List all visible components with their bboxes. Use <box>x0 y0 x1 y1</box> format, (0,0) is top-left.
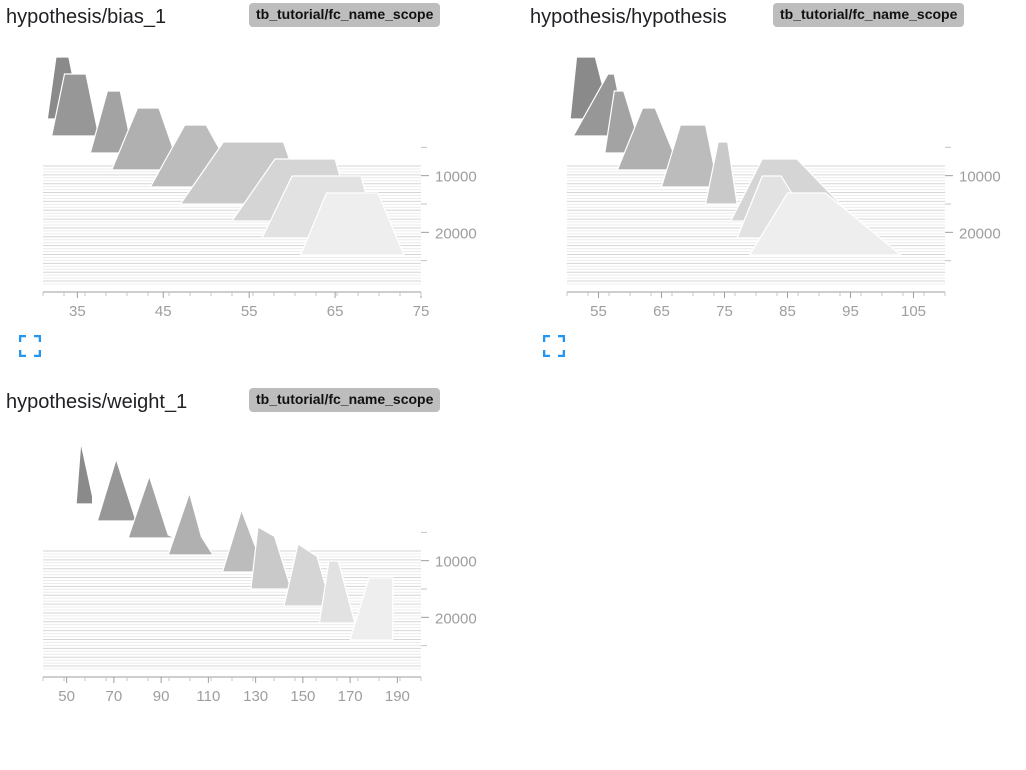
histogram-ridge <box>96 456 136 522</box>
x-tick-label: 90 <box>153 688 170 705</box>
x-tick-label: 55 <box>590 303 607 320</box>
x-tick-label: 75 <box>716 303 733 320</box>
step-axis: 10000 20000 <box>945 146 1001 262</box>
histogram-plot[interactable]: 50 70 90 110 130 150 170 190 10000 20000 <box>0 385 500 705</box>
step-axis: 10000 20000 <box>421 531 477 647</box>
histogram-ridge <box>349 577 394 641</box>
histogram-ridge <box>250 526 292 590</box>
histogram-ridge <box>127 474 176 539</box>
x-tick-label: 45 <box>155 303 172 320</box>
x-tick-label: 150 <box>290 688 315 705</box>
step-tick-label: 10000 <box>435 169 477 186</box>
run-badge: tb_tutorial/fc_name_scope <box>773 3 965 27</box>
histogram-ridge <box>75 441 94 505</box>
fullscreen-expand-icon <box>542 334 566 358</box>
x-tick-label: 50 <box>58 688 75 705</box>
fullscreen-expand-icon <box>18 334 42 358</box>
x-tick-label: 65 <box>327 303 344 320</box>
step-tick-label: 20000 <box>959 225 1001 242</box>
histogram-ridge <box>660 124 719 188</box>
histogram-ridge <box>167 490 215 556</box>
step-tick-label: 20000 <box>435 225 477 242</box>
histogram-plot[interactable]: 35 45 55 65 75 10000 20000 <box>0 0 500 330</box>
x-tick-label: 110 <box>196 688 220 705</box>
histogram-ridge <box>50 73 100 137</box>
x-axis: 55 65 75 85 95 105 <box>566 291 946 320</box>
chart-title: hypothesis/hypothesis <box>530 6 727 28</box>
x-tick-label: 105 <box>901 303 926 320</box>
histogram-ridge <box>748 192 903 256</box>
x-tick-label: 55 <box>241 303 258 320</box>
x-tick-label: 75 <box>413 303 430 320</box>
x-tick-label: 65 <box>653 303 670 320</box>
histogram-ridge <box>704 141 738 205</box>
chart-card-bias: hypothesis/bias_1 tb_tutorial/fc_name_sc… <box>0 0 500 385</box>
histogram-ridge <box>283 543 332 607</box>
x-tick-label: 170 <box>338 688 363 705</box>
step-tick-label: 10000 <box>959 169 1001 186</box>
step-tick-label: 10000 <box>435 554 477 571</box>
x-axis: 50 70 90 110 130 150 170 190 <box>42 676 422 705</box>
run-badge: tb_tutorial/fc_name_scope <box>249 3 441 27</box>
x-tick-label: 70 <box>106 688 123 705</box>
chart-title: hypothesis/weight_1 <box>6 391 188 413</box>
chart-card-hypothesis: hypothesis/hypothesis tb_tutorial/fc_nam… <box>524 0 1024 385</box>
step-axis: 10000 20000 <box>421 146 477 262</box>
x-tick-label: 95 <box>842 303 859 320</box>
expand-button[interactable] <box>542 334 566 358</box>
expand-button[interactable] <box>18 334 42 358</box>
histogram-ridge <box>616 107 682 171</box>
histogram-plot[interactable]: 55 65 75 85 95 105 10000 20000 <box>524 0 1024 330</box>
x-tick-label: 85 <box>779 303 796 320</box>
x-tick-label: 130 <box>243 688 268 705</box>
background-histograms <box>43 550 421 670</box>
chart-title: hypothesis/bias_1 <box>6 6 167 28</box>
x-axis: 35 45 55 65 75 <box>42 291 430 320</box>
histogram-ridge <box>110 107 182 171</box>
chart-card-weight: hypothesis/weight_1 tb_tutorial/fc_name_… <box>0 385 500 770</box>
x-tick-label: 190 <box>385 688 410 705</box>
run-badge: tb_tutorial/fc_name_scope <box>249 388 441 412</box>
step-tick-label: 20000 <box>435 610 477 627</box>
x-tick-label: 35 <box>69 303 86 320</box>
histogram-ridge <box>318 560 356 624</box>
histogram-ridge <box>299 192 405 256</box>
background-histograms <box>567 165 945 285</box>
